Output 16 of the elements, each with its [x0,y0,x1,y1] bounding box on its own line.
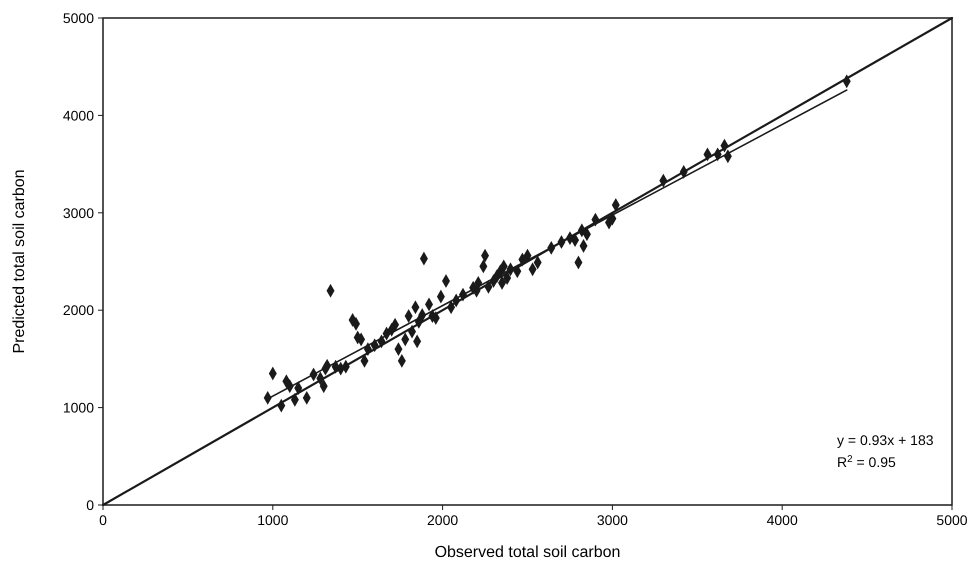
x-tick-label: 4000 [766,512,798,528]
annotation: R$^{2}$ = 0.95 [837,454,896,470]
y-tick-label: 0 [86,497,94,513]
y-tick-label: 3000 [62,204,94,221]
annotation: y = 0.93x + 183 [837,432,934,448]
x-axis-title: Observed total soil carbon [434,544,620,561]
y-tick-label: 2000 [62,302,94,318]
y-tick-label: 1000 [62,400,94,416]
x-tick-label: 1000 [257,512,289,528]
x-tick-label: 2000 [427,512,458,528]
x-tick-label: 3000 [596,512,628,528]
x-tick-label: 0 [99,512,108,528]
y-tick-label: 4000 [62,107,94,124]
y-axis-title: Predicted total soil carbon [11,169,28,354]
y-tick-label: 5000 [62,10,94,26]
x-tick-label: 5000 [936,512,968,528]
